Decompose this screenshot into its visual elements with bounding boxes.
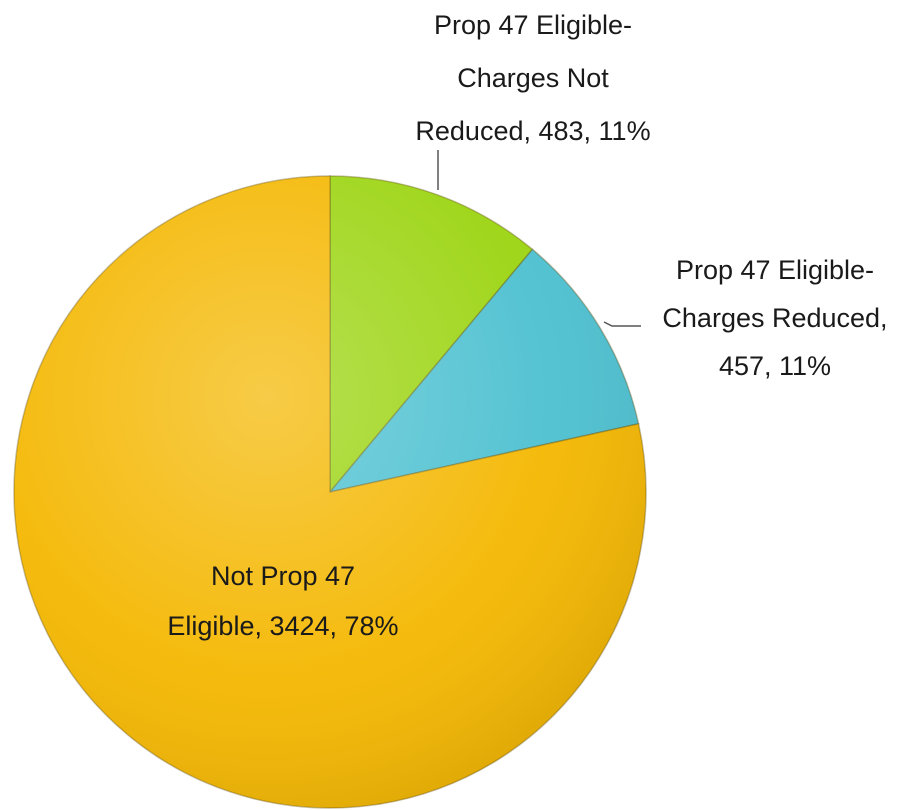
data-label-line: Charges Reduced, [662,303,887,333]
data-label: Not Prop 47 Eligible, 3424, 78% [167,561,398,641]
data-label-line: Not Prop 47 [211,561,355,591]
data-label-line: Prop 47 Eligible- [676,255,874,285]
data-label: Prop 47 Eligible- Charges Not Reduced, 483… [415,10,650,146]
data-label-line: 457, 11% [719,351,831,381]
data-label-line: Charges Not [457,63,609,93]
pie [13,175,647,809]
data-label: Prop 47 Eligible- Charges Reduced, 457, 11… [662,255,887,381]
data-label-line: Eligible, 3424, 78% [167,611,398,641]
leader-line [603,321,641,327]
data-label-line: Reduced, 483, 11% [415,116,650,146]
data-label-line: Prop 47 Eligible- [434,10,632,40]
